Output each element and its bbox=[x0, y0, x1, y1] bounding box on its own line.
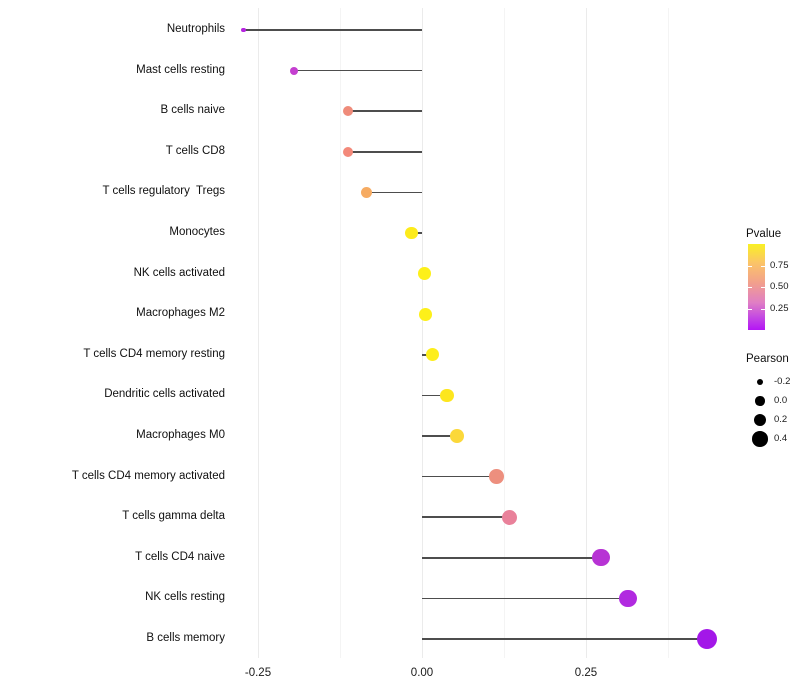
stem-15 bbox=[422, 638, 707, 640]
category-label-15: B cells memory bbox=[146, 632, 225, 644]
color-legend-tickmark-right-2 bbox=[761, 308, 765, 310]
category-label-1: Mast cells resting bbox=[136, 63, 225, 76]
stem-12 bbox=[422, 516, 510, 518]
gridline-minor bbox=[668, 8, 669, 658]
category-label-10: Macrophages M0 bbox=[136, 429, 225, 441]
data-point-4[interactable] bbox=[360, 186, 372, 198]
gridline-major bbox=[422, 8, 423, 658]
category-label-5: Monocytes bbox=[169, 226, 225, 238]
category-label-2: B cells naive bbox=[160, 104, 225, 117]
category-label-14: NK cells resting bbox=[145, 591, 225, 604]
stem-1 bbox=[294, 69, 422, 72]
stem-9 bbox=[422, 394, 447, 397]
stem-11 bbox=[422, 475, 497, 478]
data-point-5[interactable] bbox=[405, 226, 418, 240]
gridline-major bbox=[258, 8, 259, 658]
xaxis-tick-1: 0.00 bbox=[410, 667, 434, 679]
gridline-major bbox=[586, 8, 587, 658]
data-point-2[interactable] bbox=[342, 106, 354, 117]
category-label-12: T cells gamma delta bbox=[122, 510, 225, 523]
gridline-minor bbox=[340, 8, 341, 658]
xaxis-tick-0: -0.25 bbox=[244, 667, 272, 679]
size-legend-label-1: 0.0 bbox=[774, 395, 788, 406]
data-point-14[interactable] bbox=[619, 589, 637, 608]
category-label-0: Neutrophils bbox=[166, 23, 225, 35]
stem-13 bbox=[422, 557, 602, 559]
xaxis-tick-2: 0.25 bbox=[574, 667, 598, 679]
gridline-minor bbox=[504, 8, 505, 658]
data-point-9[interactable] bbox=[440, 388, 454, 403]
color-legend-tickmark-2 bbox=[748, 308, 752, 310]
color-legend-label-1: 0.50 bbox=[770, 281, 789, 292]
category-label-7: Macrophages M2 bbox=[136, 307, 225, 320]
data-point-6[interactable] bbox=[418, 267, 432, 280]
color-legend-tickmark-1 bbox=[748, 287, 752, 288]
size-legend-dot-0 bbox=[757, 379, 763, 385]
color-legend-title: Pvalue bbox=[746, 228, 782, 240]
size-legend-label-2: 0.2 bbox=[774, 414, 788, 425]
color-legend-label-0: 0.75 bbox=[770, 259, 789, 271]
category-label-3: T cells CD8 bbox=[165, 144, 225, 157]
data-point-10[interactable] bbox=[449, 429, 464, 443]
color-legend-label-2: 0.25 bbox=[770, 302, 789, 314]
stem-10 bbox=[422, 435, 457, 437]
data-point-1[interactable] bbox=[290, 66, 299, 75]
size-legend-label-3: 0.4 bbox=[774, 433, 788, 444]
color-legend-tickmark-right-1 bbox=[761, 287, 765, 288]
size-legend-title: Pearson bbox=[746, 353, 789, 365]
stem-0 bbox=[243, 29, 422, 31]
stem-4 bbox=[366, 191, 422, 194]
size-legend-dot-1 bbox=[755, 396, 765, 406]
data-point-11[interactable] bbox=[489, 469, 505, 484]
stem-14 bbox=[422, 597, 628, 600]
color-legend-bar bbox=[748, 244, 765, 330]
stem-2 bbox=[347, 110, 422, 112]
size-legend-label-0: -0.2 bbox=[774, 376, 791, 387]
size-legend-dot-3 bbox=[752, 431, 768, 447]
category-label-4: T cells regulatory Tregs bbox=[102, 185, 225, 198]
stem-3 bbox=[347, 151, 422, 153]
data-point-15[interactable] bbox=[696, 629, 717, 649]
color-legend-tickmark-right-0 bbox=[761, 265, 765, 267]
category-label-13: T cells CD4 naive bbox=[135, 550, 225, 563]
category-label-8: T cells CD4 memory resting bbox=[83, 347, 225, 360]
data-point-12[interactable] bbox=[501, 509, 517, 525]
category-label-11: T cells CD4 memory activated bbox=[71, 469, 225, 482]
size-legend-dot-2 bbox=[753, 413, 767, 427]
data-point-8[interactable] bbox=[425, 348, 439, 362]
data-point-7[interactable] bbox=[418, 307, 432, 321]
category-label-6: NK cells activated bbox=[133, 266, 225, 279]
category-label-9: Dendritic cells activated bbox=[104, 388, 225, 401]
data-point-13[interactable] bbox=[592, 549, 610, 567]
data-point-0[interactable] bbox=[241, 27, 246, 33]
data-point-3[interactable] bbox=[342, 146, 354, 157]
color-legend-tickmark-0 bbox=[748, 265, 752, 267]
